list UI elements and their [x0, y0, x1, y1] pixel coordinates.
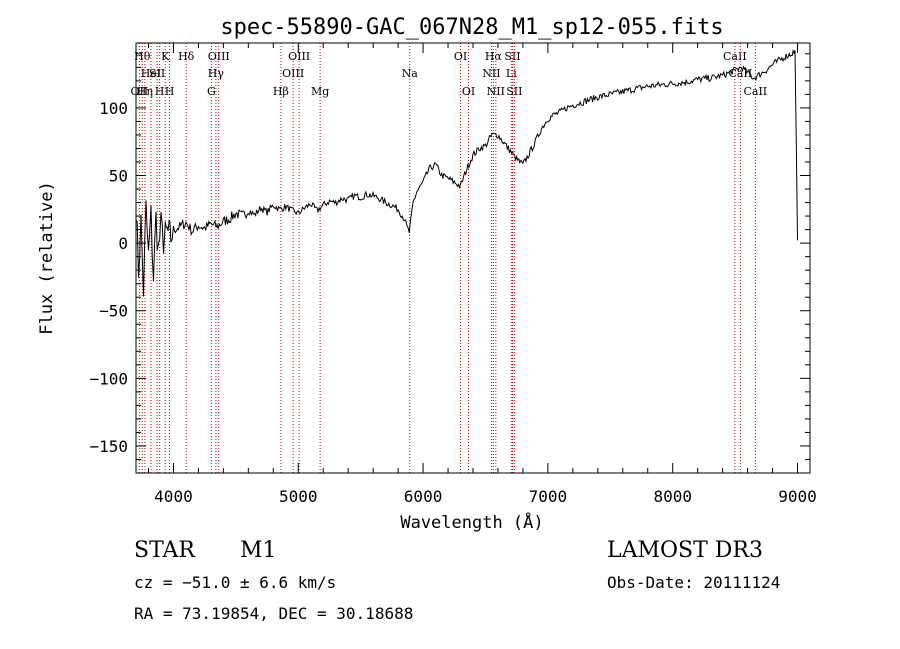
y-axis-ticks: 100 50 0 −50 −100 −150	[89, 53, 810, 460]
y-tick-label: −50	[99, 302, 128, 321]
y-tick-label: 50	[109, 167, 128, 186]
marker-label: Hβ	[273, 85, 289, 98]
marker-label: OI	[462, 85, 475, 98]
marker-label: Mg	[311, 85, 329, 98]
x-axis-label: Wavelength (Å)	[400, 511, 543, 533]
observation-date: Obs-Date: 20111124	[607, 573, 781, 592]
marker-label: CaII	[723, 50, 747, 63]
y-tick-label: −150	[89, 437, 128, 456]
marker-label: Hγ	[208, 67, 225, 80]
redshift-velocity: cz = −51.0 ± 6.6 km/s	[134, 573, 337, 592]
marker-label: Hθ	[134, 50, 151, 63]
x-tick-label: 5000	[279, 487, 318, 506]
y-tick-label: −100	[89, 369, 128, 388]
marker-label: OIII	[288, 50, 310, 63]
y-tick-label: 0	[118, 234, 128, 253]
object-class: STAR	[134, 538, 195, 563]
marker-label: H	[165, 85, 175, 98]
x-tick-label: 7000	[529, 487, 568, 506]
marker-label: OIII	[282, 67, 304, 80]
object-subclass: M1	[240, 538, 277, 563]
marker-label: Hα	[485, 50, 503, 63]
marker-label: NII	[487, 85, 505, 98]
marker-label: OIII	[208, 50, 230, 63]
marker-label: SII	[149, 67, 165, 80]
line-markers: OIIHθHηHeISIIHKHHδGHγOIIIHβOIIIOIIIMgNaO…	[131, 43, 767, 473]
marker-label: Hδ	[178, 50, 195, 63]
marker-label: OI	[454, 50, 467, 63]
x-tick-label: 6000	[404, 487, 443, 506]
x-tick-label: 9000	[778, 487, 817, 506]
x-tick-label: 8000	[653, 487, 692, 506]
y-axis-label: Flux (relative)	[37, 181, 57, 335]
marker-label: Na	[402, 67, 419, 80]
chart-title: spec-55890-GAC_067N28_M1_sp12-055.fits	[220, 15, 723, 40]
marker-label: G	[207, 85, 216, 98]
marker-label: CaII	[743, 85, 767, 98]
spectrum-series	[135, 48, 798, 297]
survey-name: LAMOST DR3	[607, 538, 763, 563]
marker-label: NII	[482, 67, 500, 80]
spectrum-line	[135, 48, 798, 297]
marker-label: SII	[506, 85, 522, 98]
marker-label: HeI	[141, 67, 161, 80]
marker-label: Li	[506, 67, 517, 80]
x-tick-label: 4000	[154, 487, 193, 506]
marker-label: K	[161, 50, 170, 63]
marker-label: OII	[131, 85, 149, 98]
plot-frame	[135, 42, 811, 474]
y-tick-label: 100	[99, 99, 128, 118]
x-axis-ticks: 4000 5000 6000 7000 8000 9000	[147, 43, 817, 506]
marker-label: H	[155, 85, 165, 98]
marker-label: SII	[504, 50, 520, 63]
coordinates: RA = 73.19854, DEC = 30.18688	[134, 604, 414, 623]
